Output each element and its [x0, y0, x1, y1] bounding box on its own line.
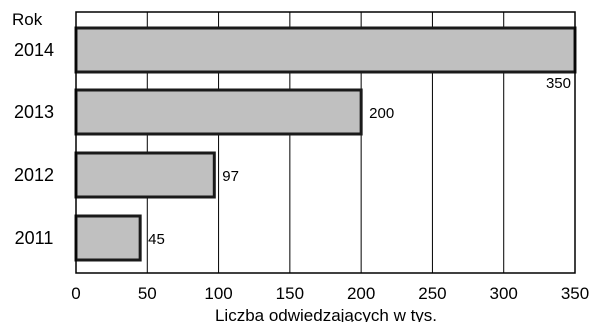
category-label-2014: 2014 — [14, 40, 54, 60]
x-tick-label: 350 — [561, 284, 589, 303]
value-label-2011: 45 — [148, 231, 165, 248]
bar-2011 — [74, 214, 142, 262]
x-tick-label: 300 — [490, 284, 518, 303]
x-axis-title: Liczba odwiedzających w tys. — [215, 306, 437, 322]
x-tick-label: 250 — [418, 284, 446, 303]
category-labels: 2014 2013 2012 2011 — [14, 40, 54, 248]
x-tick-label: 150 — [276, 284, 304, 303]
bars — [74, 26, 577, 262]
x-tick-label: 200 — [347, 284, 375, 303]
x-tick-label: 50 — [138, 284, 157, 303]
category-label-2012: 2012 — [14, 165, 54, 185]
value-label-2013: 200 — [369, 105, 394, 122]
bar-2012 — [74, 151, 216, 199]
value-label-2012: 97 — [222, 168, 239, 185]
x-tick-label: 100 — [204, 284, 232, 303]
value-labels: 350 200 97 45 — [148, 75, 571, 248]
bar-2014 — [74, 26, 577, 74]
value-label-2014: 350 — [546, 75, 571, 92]
bar-2013 — [74, 88, 363, 136]
x-tick-labels: 0 50 100 150 200 250 300 350 — [71, 284, 589, 303]
x-tick-label: 0 — [71, 284, 80, 303]
category-label-2013: 2013 — [14, 102, 54, 122]
y-axis-title: Rok — [12, 10, 43, 29]
category-label-2011: 2011 — [15, 228, 54, 248]
plot-frame — [75, 11, 576, 274]
